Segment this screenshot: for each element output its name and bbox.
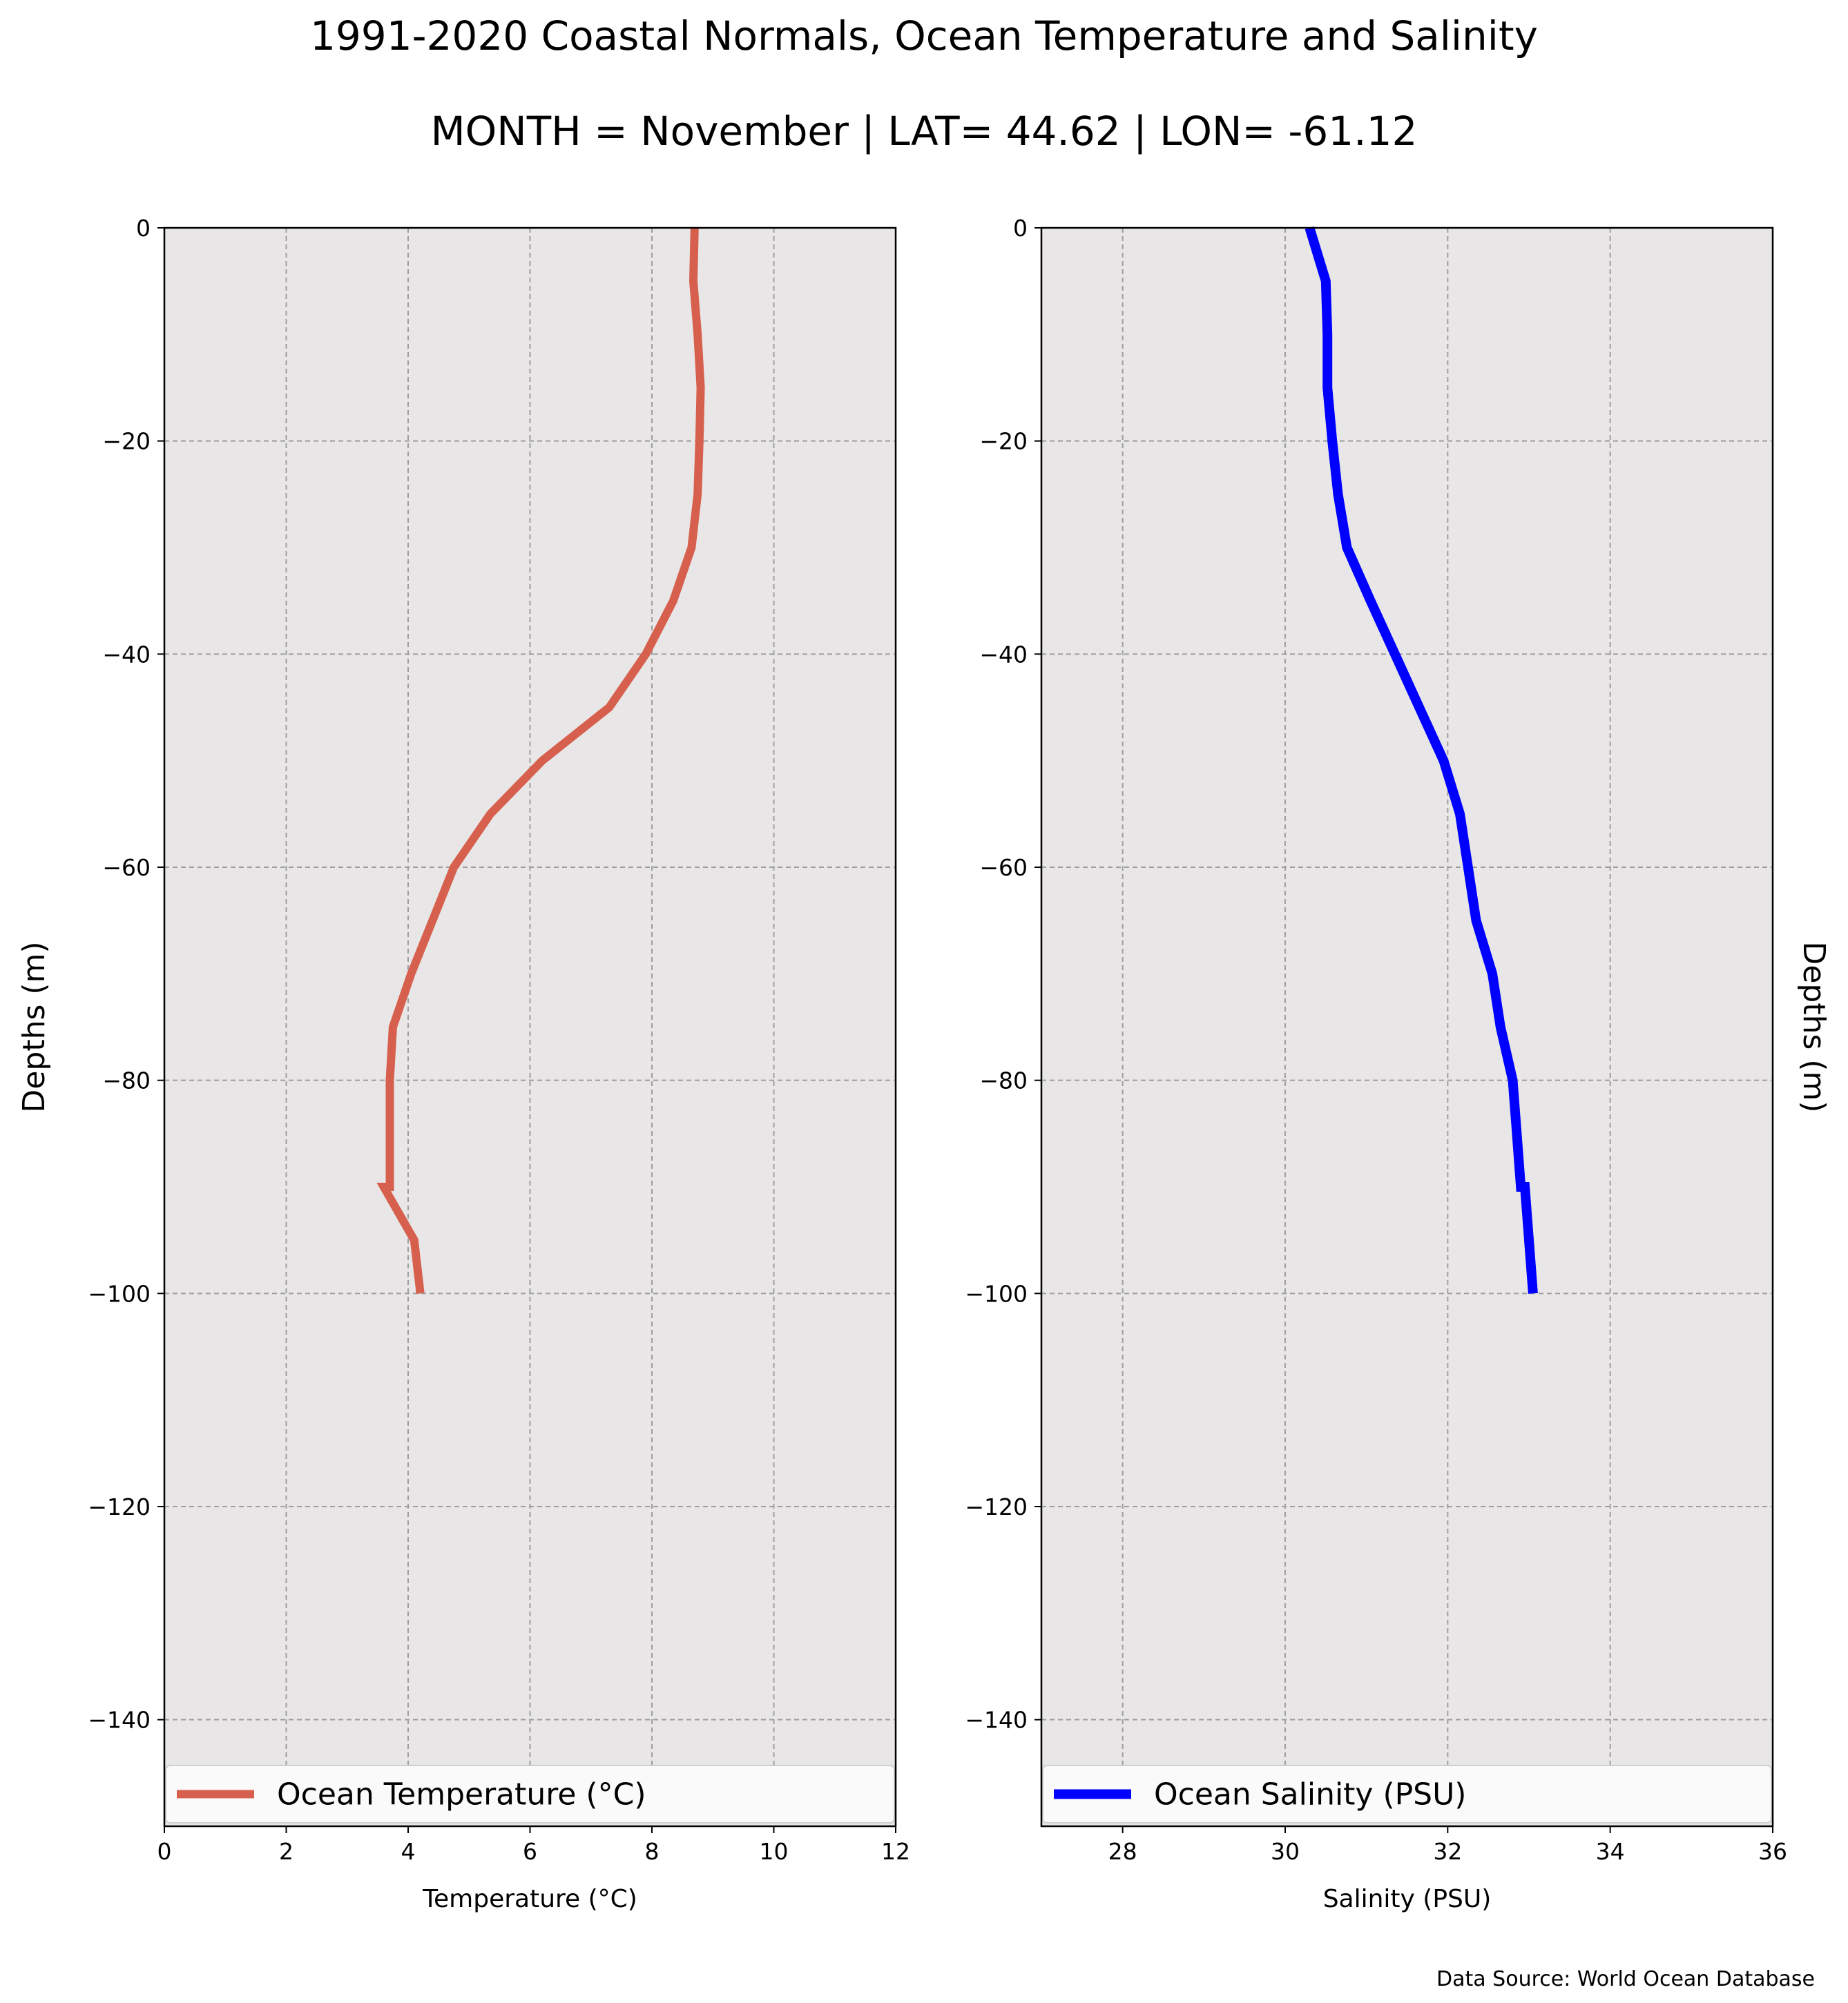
y-tick-label: −80 [102, 1067, 151, 1094]
x-tick-label: 0 [157, 1838, 172, 1865]
x-tick-label: 36 [1758, 1838, 1787, 1865]
series-line [1305, 226, 1538, 1294]
x-tick-label: 12 [881, 1838, 910, 1865]
series-line [376, 227, 705, 1294]
y-axis-label: Depths (m) [17, 941, 52, 1112]
y-tick-label: −60 [102, 854, 151, 881]
x-tick-label: 10 [760, 1838, 789, 1865]
x-tick-label: 28 [1108, 1838, 1137, 1865]
y-tick-label: −60 [979, 854, 1028, 881]
y-tick-label: −40 [102, 641, 151, 668]
temperature-panel: Ocean Temperature (°C) 0 2 4 6 8 10 12 0 −20 −40 −6… [17, 215, 910, 1913]
figure-subtitle: MONTH = November | LAT= 44.62 | LON= -61… [431, 108, 1418, 155]
y-tick-label: 0 [1013, 215, 1028, 242]
y-tick-label: 0 [136, 215, 151, 242]
y-axis-label: Depths (m) [1796, 941, 1831, 1112]
legend-box [1042, 1765, 1772, 1823]
x-axis-label: Salinity (PSU) [1323, 1885, 1492, 1913]
x-tick-label: 32 [1433, 1838, 1462, 1865]
x-tick-label: 30 [1271, 1838, 1300, 1865]
y-tick-label: −100 [965, 1280, 1028, 1307]
x-tick-label: 8 [645, 1838, 660, 1865]
y-tick-label: −20 [102, 428, 151, 455]
legend-label: Ocean Temperature (°C) [277, 1777, 646, 1812]
x-axis-label: Temperature (°C) [422, 1885, 637, 1913]
figure-title: 1991-2020 Coastal Normals, Ocean Tempera… [310, 12, 1538, 59]
legend-label: Ocean Salinity (PSU) [1154, 1777, 1466, 1812]
source-note: Data Source: World Ocean Database [1436, 1967, 1815, 1991]
y-tick-label: −120 [965, 1493, 1028, 1520]
plot-background [1041, 228, 1773, 1826]
x-tick-label: 2 [279, 1838, 293, 1865]
legend-box [165, 1765, 895, 1823]
y-tick-label: −80 [979, 1067, 1028, 1094]
x-tick-label: 6 [523, 1838, 537, 1865]
y-tick-label: −100 [88, 1280, 151, 1307]
y-tick-label: −20 [979, 428, 1028, 455]
y-tick-label: −140 [965, 1707, 1028, 1734]
salinity-panel: Ocean Salinity (PSU) 28 30 32 34 36 0 −20 −40 −60… [965, 215, 1831, 1913]
axes-frame [1040, 226, 1774, 1828]
x-tick-label: 34 [1596, 1838, 1625, 1865]
y-tick-label: −120 [88, 1493, 151, 1520]
y-tick-label: −140 [88, 1707, 151, 1734]
x-tick-label: 4 [401, 1838, 416, 1865]
y-tick-label: −40 [979, 641, 1028, 668]
